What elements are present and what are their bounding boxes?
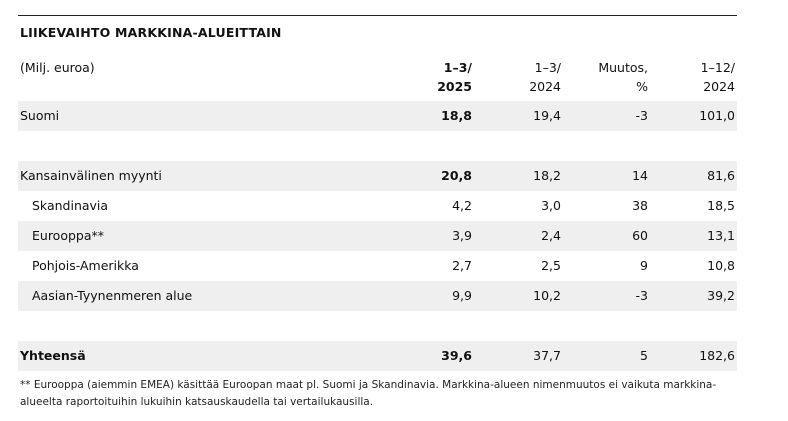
table-row: Aasian-Tyynenmeren alue 9,9 10,2 -3 39,2 [18, 281, 737, 311]
cell-change: 60 [632, 228, 648, 243]
table-title: LIIKEVAIHTO MARKKINA-ALUEITTAIN [20, 25, 282, 40]
table-row: Pohjois-Amerikka 2,7 2,5 9 10,8 [18, 251, 737, 281]
cell-q1-2024: 37,7 [533, 348, 561, 363]
cell-q1-2024: 10,2 [533, 288, 561, 303]
cell-fy-2024: 182,6 [699, 348, 735, 363]
table-row-total: Yhteensä 39,6 37,7 5 182,6 [18, 341, 737, 371]
cell-fy-2024: 18,5 [707, 198, 735, 213]
cell-change: 5 [640, 348, 648, 363]
table-row: Suomi 18,8 19,4 -3 101,0 [18, 101, 737, 131]
cell-q1-2024: 3,0 [541, 198, 561, 213]
cell-q1-2025: 20,8 [441, 168, 472, 183]
cell-q1-2024: 2,4 [541, 228, 561, 243]
table-row: Skandinavia 4,2 3,0 38 18,5 [18, 191, 737, 221]
row-label: Suomi [20, 108, 60, 123]
cell-q1-2024: 2,5 [541, 258, 561, 273]
row-label: Pohjois-Amerikka [32, 258, 139, 273]
cell-change: 9 [640, 258, 648, 273]
header-col-change: Muutos, % [598, 60, 648, 94]
cell-q1-2025: 4,2 [452, 198, 472, 213]
header-col-q1-2024: 1–3/ 2024 [529, 60, 561, 94]
header-col-q1-2025: 1–3/ 2025 [437, 60, 472, 94]
table-row: Kansainvälinen myynti 20,8 18,2 14 81,6 [18, 161, 737, 191]
cell-q1-2025: 3,9 [452, 228, 472, 243]
row-label: Skandinavia [32, 198, 109, 213]
row-label: Kansainvälinen myynti [20, 168, 162, 183]
cell-change: 38 [632, 198, 648, 213]
row-label: Eurooppa** [32, 228, 105, 243]
unit-label: (Milj. euroa) [20, 60, 95, 75]
table-row: Eurooppa** 3,9 2,4 60 13,1 [18, 221, 737, 251]
cell-change: -3 [635, 288, 648, 303]
cell-fy-2024: 39,2 [707, 288, 735, 303]
row-label: Aasian-Tyynenmeren alue [32, 288, 193, 303]
cell-q1-2025: 39,6 [441, 348, 472, 363]
cell-fy-2024: 81,6 [707, 168, 735, 183]
cell-change: -3 [635, 108, 648, 123]
cell-fy-2024: 10,8 [707, 258, 735, 273]
cell-q1-2025: 9,9 [452, 288, 472, 303]
cell-change: 14 [632, 168, 648, 183]
cell-fy-2024: 101,0 [699, 108, 735, 123]
cell-q1-2025: 2,7 [452, 258, 472, 273]
header-col-fy-2024: 1–12/ 2024 [700, 60, 735, 94]
cell-q1-2024: 18,2 [533, 168, 561, 183]
table-header: (Milj. euroa) 1–3/ 2025 1–3/ 2024 Muutos… [18, 58, 737, 98]
cell-fy-2024: 13,1 [707, 228, 735, 243]
cell-q1-2024: 19,4 [533, 108, 561, 123]
footnote: ** Eurooppa (aiemmin EMEA) käsittää Euro… [20, 379, 717, 408]
top-rule [18, 15, 737, 16]
row-label: Yhteensä [20, 348, 86, 363]
cell-q1-2025: 18,8 [441, 108, 472, 123]
